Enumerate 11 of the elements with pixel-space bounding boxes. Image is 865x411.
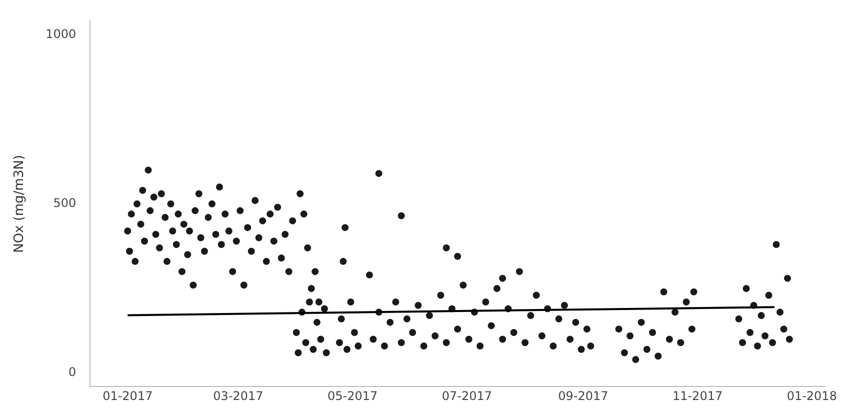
y-tick-label: 0 [68, 365, 76, 380]
y-axis-title: NOx (mg/m3N) [12, 154, 28, 253]
x-tick-label: 11-2017 [672, 388, 723, 403]
x-tick-label: 01-2017 [102, 388, 153, 403]
y-tick-label: 500 [53, 196, 76, 210]
x-tick-label: 07-2017 [442, 388, 492, 403]
y-tick-label: 1000 [46, 26, 76, 41]
x-tick-label: 05-2017 [328, 388, 378, 403]
x-tick-label: 03-2017 [213, 388, 264, 403]
x-tick-label: 01-2018 [786, 388, 837, 403]
x-tick-label: 09-2017 [558, 388, 608, 403]
